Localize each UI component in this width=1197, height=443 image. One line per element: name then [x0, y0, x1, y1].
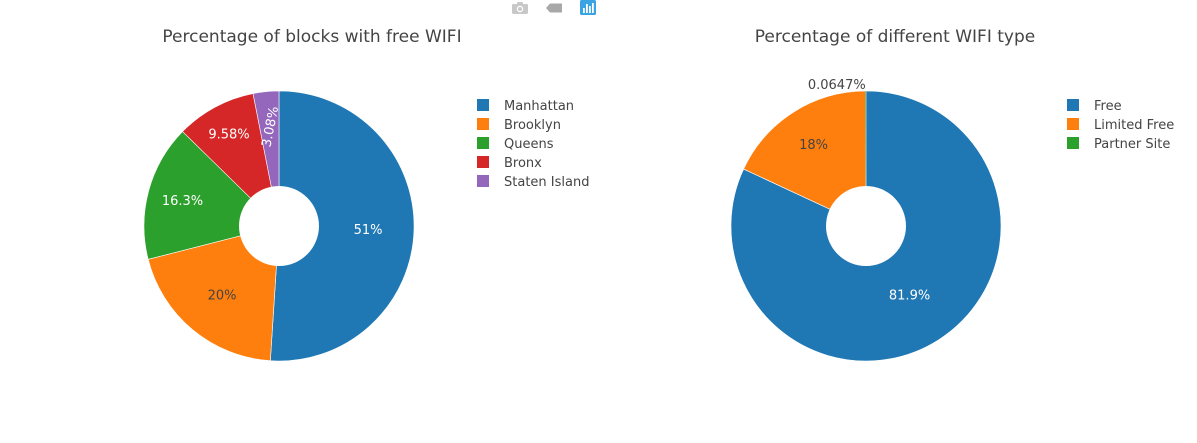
- legend-label: Limited Free: [1094, 118, 1174, 133]
- slice-label-free: 81.9%: [889, 288, 930, 303]
- slice-label-manhattan: 51%: [354, 223, 383, 238]
- plotly-logo-button[interactable]: [578, 0, 598, 15]
- legend-item-limited-free[interactable]: Limited Free: [1067, 118, 1174, 133]
- legend-label: Manhattan: [504, 99, 574, 114]
- legend-label: Staten Island: [504, 175, 589, 190]
- legend-item-staten-island[interactable]: Staten Island: [477, 175, 589, 190]
- chart-wifi-type: Percentage of different WIFI type 81.9% 1…: [730, 27, 1174, 362]
- legend-swatch: [477, 175, 489, 187]
- legend-label: Free: [1094, 99, 1122, 114]
- legend-swatch: [1067, 118, 1079, 130]
- slice-brooklyn[interactable]: [147, 225, 280, 362]
- pie-slices: [730, 90, 1002, 362]
- legend: Free Limited Free Partner Site: [1067, 99, 1174, 152]
- pie-slices: [143, 90, 415, 362]
- slice-bronx[interactable]: [182, 93, 280, 227]
- legend-item-queens[interactable]: Queens: [477, 137, 554, 152]
- slice-limited-free[interactable]: [743, 90, 867, 227]
- legend: Manhattan Brooklyn Queens Bronx Staten Islan…: [477, 99, 589, 190]
- hover-closest-button[interactable]: [544, 0, 564, 15]
- legend-item-manhattan[interactable]: Manhattan: [477, 99, 574, 114]
- legend-swatch: [1067, 137, 1079, 149]
- legend-item-partner-site[interactable]: Partner Site: [1067, 137, 1170, 152]
- legend-item-free[interactable]: Free: [1067, 99, 1122, 114]
- chart-title: Percentage of blocks with free WIFI: [162, 27, 461, 47]
- legend-item-brooklyn[interactable]: Brooklyn: [477, 118, 561, 133]
- bar-chart-icon: [580, 0, 596, 15]
- donut-hole: [239, 186, 319, 266]
- chart-title: Percentage of different WIFI type: [755, 27, 1035, 47]
- slice-label-limited-free: 18%: [799, 138, 828, 153]
- legend-swatch: [477, 156, 489, 168]
- modebar: [510, 0, 598, 15]
- slice-manhattan[interactable]: [270, 90, 415, 362]
- slice-labels: 81.9% 18% 0.0647%: [799, 78, 930, 303]
- legend-swatch: [477, 99, 489, 111]
- legend-label: Queens: [504, 137, 554, 152]
- legend-item-bronx[interactable]: Bronx: [477, 156, 542, 171]
- slice-label-bronx: 9.58%: [208, 127, 249, 142]
- slice-label-queens: 16.3%: [162, 194, 203, 209]
- slice-label-brooklyn: 20%: [208, 289, 237, 304]
- camera-icon: [512, 1, 528, 14]
- legend-swatch: [477, 118, 489, 130]
- legend-label: Bronx: [504, 156, 542, 171]
- download-plot-button[interactable]: [510, 0, 530, 15]
- chart-blocks-free-wifi: Percentage of blocks with free WIFI 51% 2…: [143, 27, 589, 362]
- donut-hole: [826, 186, 906, 266]
- slice-partner-site[interactable]: [865, 90, 866, 226]
- legend-swatch: [1067, 99, 1079, 111]
- legend-swatch: [477, 137, 489, 149]
- legend-label: Brooklyn: [504, 118, 561, 133]
- legend-label: Partner Site: [1094, 137, 1170, 152]
- slice-label-partner-site: 0.0647%: [808, 78, 866, 93]
- tag-icon: [546, 3, 562, 12]
